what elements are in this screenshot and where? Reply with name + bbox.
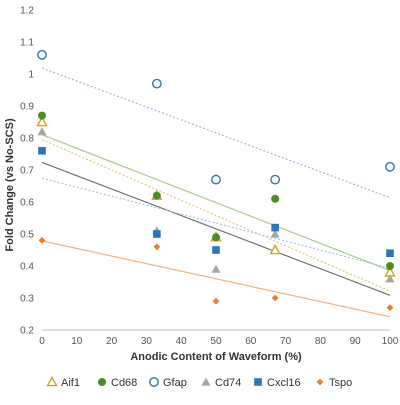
trendline-gfap	[41, 67, 391, 199]
data-point-gfap	[151, 78, 162, 89]
series-cd68	[38, 111, 394, 270]
x-tick-label: 40	[176, 336, 188, 347]
axes: 0 10 20 30 40 50 60 70 80 90 100 0.2 0.3 0.4 0.5 0.6 0.7…	[20, 6, 399, 348]
x-tick-label: 30	[141, 336, 153, 347]
trendline-cd74	[41, 161, 391, 296]
trendline-cd68	[41, 134, 391, 272]
data-point-cd68	[386, 262, 394, 270]
data-point-tspo	[212, 297, 220, 305]
x-tick-label: 50	[210, 336, 222, 347]
legend-item-cd74: Cd74	[201, 377, 241, 389]
y-tick-label: 0.2	[20, 326, 34, 337]
trendline-cxcl16	[41, 177, 391, 269]
legend-label: Gfap	[163, 377, 187, 389]
legend-item-gfap: Gfap	[149, 377, 187, 389]
data-point-cd68	[271, 194, 280, 203]
data-point-cd74	[211, 264, 221, 273]
series-cd74	[37, 127, 395, 283]
data-point-tspo	[38, 237, 46, 244]
data-point-gfap	[211, 174, 221, 185]
x-tick-label: 80	[315, 336, 327, 347]
series-tspo	[38, 237, 394, 311]
data-point-cd74	[385, 274, 395, 283]
y-tick-label: 0.7	[20, 166, 34, 177]
legend-marker-aif1	[46, 376, 58, 387]
legend-marker-cd68	[98, 378, 106, 386]
data-point-cd74	[270, 229, 280, 238]
x-tick-label: 90	[350, 336, 362, 347]
y-tick-label: 0.9	[20, 102, 34, 113]
legend-item-aif1: Aif1	[46, 376, 80, 389]
y-tick-label: 1	[28, 70, 34, 81]
data-point-gfap	[270, 174, 281, 185]
legend-marker-gfap	[149, 377, 159, 387]
x-axis-title: Anodic Content of Waveform (%)	[130, 351, 302, 363]
trendline-aif1	[41, 139, 391, 292]
data-point-cd68	[38, 111, 46, 120]
data-points	[36, 49, 396, 311]
legend-item-cxcl16: Cxcl16	[254, 377, 301, 389]
legend-item-tspo: Tspo	[316, 377, 352, 389]
y-tick-label: 0.5	[20, 230, 34, 241]
data-point-cxcl16	[38, 147, 46, 155]
data-point-cxcl16	[153, 230, 161, 238]
x-tick-label: 10	[71, 336, 83, 347]
x-tick-label: 0	[39, 336, 45, 347]
trendlines	[41, 67, 391, 318]
data-point-aif1	[36, 116, 48, 127]
data-point-aif1	[269, 244, 281, 255]
data-point-cd68	[152, 191, 161, 200]
legend-label: Aif1	[61, 377, 80, 389]
data-point-cd74	[37, 127, 47, 136]
x-tick-label: 100	[382, 336, 399, 347]
data-point-tspo	[153, 243, 161, 251]
data-point-cd68	[212, 233, 220, 242]
x-tick-label: 20	[106, 336, 118, 347]
x-tick-label: 70	[280, 336, 292, 347]
y-tick-label: 0.4	[20, 262, 34, 273]
data-point-cxcl16	[212, 246, 220, 254]
legend-label: Cd74	[215, 377, 241, 389]
y-tick-label: 0.8	[20, 134, 34, 145]
legend-label: Cd68	[111, 377, 137, 389]
y-tick-label: 1.1	[20, 38, 34, 49]
x-tick-label: 60	[245, 336, 257, 347]
y-axis-title: Fold Change (vs No-SCS)	[4, 118, 16, 252]
series-gfap	[37, 49, 395, 185]
y-tick-label: 1.2	[20, 6, 34, 17]
data-point-tspo	[271, 294, 279, 302]
y-tick-label: 0.6	[20, 198, 34, 209]
legend-marker-tspo	[316, 378, 324, 386]
data-point-gfap	[37, 49, 47, 60]
legend: Aif1 Cd68 Gfap Cd74 Cxcl16 Tspo	[46, 376, 352, 389]
data-point-tspo	[386, 304, 394, 311]
legend-marker-cd74	[201, 377, 211, 386]
legend-marker-cxcl16	[254, 378, 262, 386]
data-point-cxcl16	[271, 223, 279, 232]
data-point-gfap	[385, 161, 395, 172]
trendline-tspo	[41, 240, 391, 318]
legend-label: Tspo	[329, 377, 352, 389]
legend-label: Cxcl16	[267, 377, 301, 389]
legend-item-cd68: Cd68	[98, 377, 137, 389]
series-cxcl16	[38, 147, 394, 257]
data-point-cxcl16	[386, 249, 394, 257]
y-tick-label: 0.3	[20, 294, 34, 305]
